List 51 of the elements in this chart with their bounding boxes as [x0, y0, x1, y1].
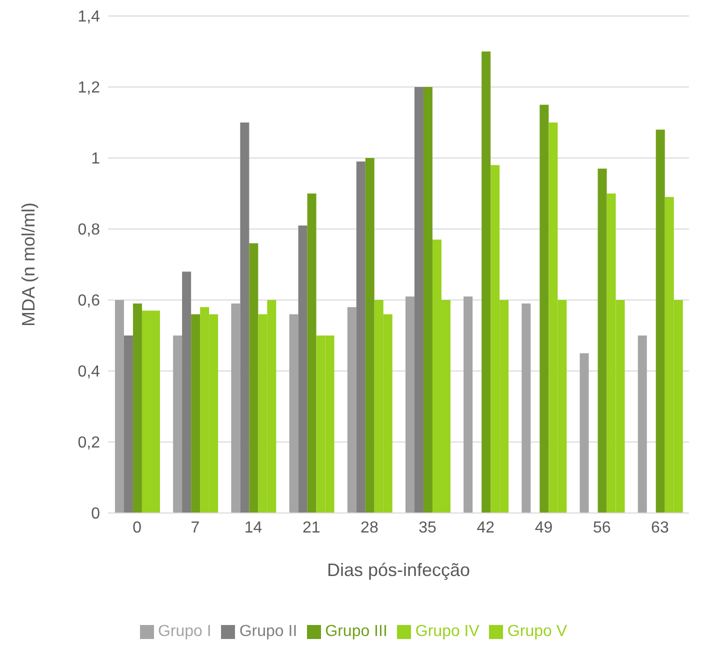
bar	[124, 336, 133, 513]
bar	[464, 296, 473, 513]
x-tick-label: 7	[190, 519, 200, 536]
bar	[598, 168, 607, 513]
y-tick-label: 1	[91, 150, 100, 168]
y-tick-label: 0	[91, 506, 100, 523]
bar	[482, 52, 491, 513]
y-tick-label: 0,8	[78, 222, 100, 239]
legend-label: Grupo V	[507, 623, 568, 640]
bar	[356, 162, 366, 513]
bar	[231, 304, 240, 513]
bar	[173, 336, 182, 513]
y-axis-title: MDA (n mol/ml)	[18, 202, 38, 327]
y-tick-label: 0,4	[78, 364, 100, 381]
bar	[307, 194, 316, 513]
bar	[405, 296, 414, 513]
bar	[423, 87, 432, 513]
bar	[298, 225, 308, 513]
y-tick-label: 1,2	[78, 80, 100, 97]
bar	[132, 304, 142, 513]
bar	[191, 314, 200, 513]
legend-label: Grupo II	[239, 623, 298, 640]
y-tick-label: 0,6	[78, 292, 100, 310]
x-tick-label: 63	[651, 519, 669, 536]
bar	[414, 87, 424, 513]
bar	[522, 304, 531, 513]
x-tick-label: 56	[592, 519, 611, 536]
bar	[580, 353, 589, 513]
x-tick-label: 28	[360, 519, 378, 536]
x-tick-label: 49	[534, 519, 553, 536]
legend-label: Grupo IV	[415, 623, 480, 640]
bar	[638, 336, 647, 513]
x-tick-label: 14	[244, 519, 262, 536]
bar	[656, 130, 665, 513]
bar	[540, 104, 549, 513]
x-axis-title: Dias pós-infecção	[326, 560, 470, 580]
bar	[365, 158, 374, 513]
legend-label: Grupo III	[325, 623, 388, 640]
bar	[240, 122, 250, 513]
x-tick-label: 35	[418, 519, 437, 536]
x-tick-label: 0	[132, 519, 142, 536]
bar	[114, 300, 124, 513]
bar	[182, 272, 192, 513]
bar	[249, 243, 258, 513]
bar	[347, 307, 356, 513]
bar	[289, 314, 298, 513]
legend-label: Grupo I	[158, 623, 212, 640]
x-tick-label: 42	[476, 519, 495, 536]
y-tick-label: 0,2	[78, 434, 100, 452]
x-tick-label: 21	[302, 519, 320, 536]
y-tick-label: 1,4	[78, 8, 100, 26]
